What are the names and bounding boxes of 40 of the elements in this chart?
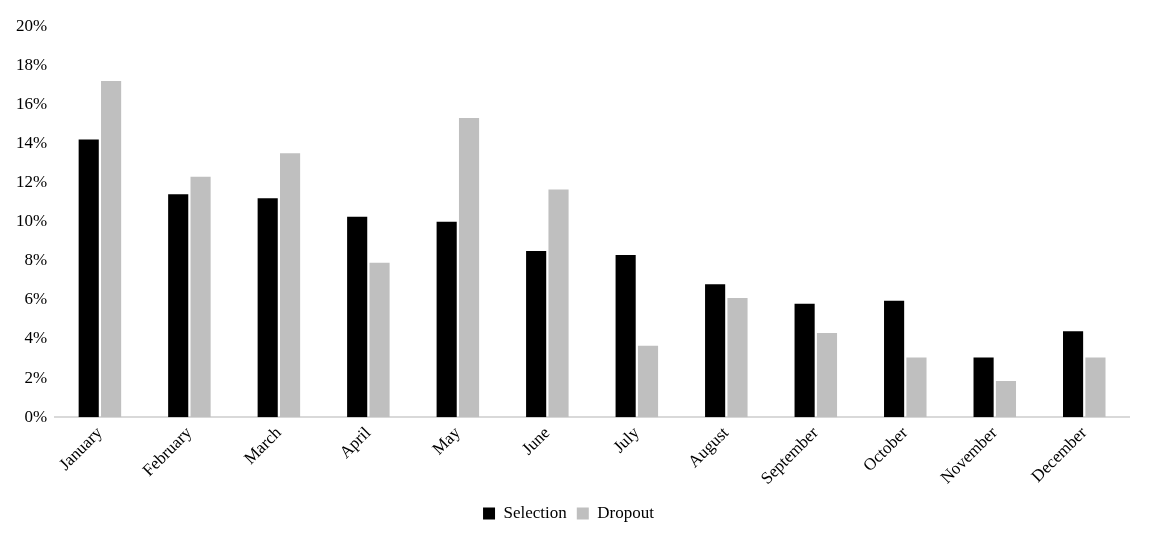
y-tick-label: 20% xyxy=(15,15,48,35)
x-tick-label: June xyxy=(517,422,554,459)
bar xyxy=(615,254,636,418)
y-tick-label: 10% xyxy=(15,211,48,231)
bar xyxy=(884,300,905,418)
y-tick-label: 2% xyxy=(24,367,48,387)
legend-label: Selection xyxy=(503,502,568,522)
bar xyxy=(436,221,457,418)
bar xyxy=(794,303,815,418)
bar xyxy=(168,194,189,418)
bar xyxy=(280,153,301,418)
bar xyxy=(190,176,211,418)
bar xyxy=(526,251,547,418)
y-tick-label: 14% xyxy=(15,132,48,152)
bar xyxy=(1063,331,1084,418)
bar xyxy=(637,345,659,418)
bar xyxy=(705,284,726,418)
bar xyxy=(727,297,748,418)
bar xyxy=(548,189,569,418)
y-tick-label: 12% xyxy=(15,172,48,192)
y-tick-label: 0% xyxy=(24,406,48,426)
bar xyxy=(973,357,994,418)
x-tick-label: July xyxy=(609,422,644,457)
y-tick-label: 6% xyxy=(24,289,48,309)
bar xyxy=(257,198,278,418)
x-tick-label: May xyxy=(428,422,465,459)
bar xyxy=(101,80,122,418)
y-tick-label: 4% xyxy=(24,328,48,348)
bar xyxy=(78,139,99,418)
bar xyxy=(369,262,390,418)
y-tick-label: 16% xyxy=(15,93,48,113)
bar xyxy=(906,357,927,418)
y-tick-label: 18% xyxy=(15,54,48,74)
y-tick-label: 8% xyxy=(24,250,48,270)
legend-label: Dropout xyxy=(597,502,655,522)
bar xyxy=(1085,357,1106,418)
bar xyxy=(816,333,838,418)
bar xyxy=(458,118,480,418)
bar xyxy=(347,216,368,418)
bar xyxy=(995,381,1017,418)
